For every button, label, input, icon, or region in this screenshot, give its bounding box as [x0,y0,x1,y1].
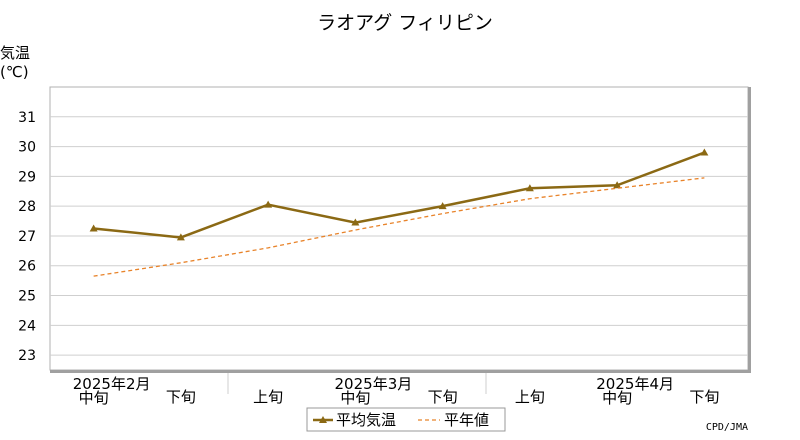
x-tick-label: 下旬 [166,388,196,406]
data-point-mean [613,181,622,189]
x-month-label: 2025年3月 [335,375,413,393]
legend-label-normal: 平年値 [444,411,489,429]
x-tick-label: 中旬 [602,389,632,407]
data-point-mean [438,202,447,210]
x-month-label: 2025年4月 [596,375,674,393]
x-tick-label: 下旬 [428,388,458,406]
legend: 平均気温 平年値 [306,407,506,432]
y-tick-label: 28 [18,199,36,215]
y-tick-label: 26 [18,259,36,275]
legend-marker-mean [319,416,327,423]
y-tick-label: 29 [18,169,36,185]
legend-label-mean: 平均気温 [336,411,396,429]
x-tick-label: 上旬 [515,388,545,406]
y-axis-label: 気温 [0,44,30,62]
y-tick-label: 23 [18,348,36,364]
x-tick-label: 上旬 [253,388,283,406]
series [89,148,709,277]
series-line-normal [93,177,705,277]
grid [49,86,751,373]
y-tick-label: 31 [18,110,36,126]
plot-area [49,86,749,371]
y-tick-label: 25 [18,289,36,305]
series-line-mean [93,151,705,239]
y-tick-label: 30 [18,140,36,156]
y-tick-label: 27 [18,229,36,245]
data-point-mean [264,200,273,208]
chart-title: ラオアグ フィリピン [317,12,493,34]
y-axis-unit: (℃) [0,63,29,81]
data-point-mean [176,233,185,241]
x-month-label: 2025年2月 [73,375,151,393]
y-tick-label: 24 [18,318,36,334]
data-point-mean [700,148,709,156]
data-point-mean [351,218,360,226]
x-tick-label: 下旬 [689,388,719,406]
x-tick-label: 中旬 [340,389,370,407]
credit: CPD/JMA [706,422,748,433]
legend-box [306,407,506,432]
data-point-mean [89,224,98,232]
x-tick-label: 中旬 [79,389,109,407]
y-axis-ticks: 23 24 25 26 27 28 29 30 31 [18,110,36,364]
data-point-mean [525,184,534,192]
